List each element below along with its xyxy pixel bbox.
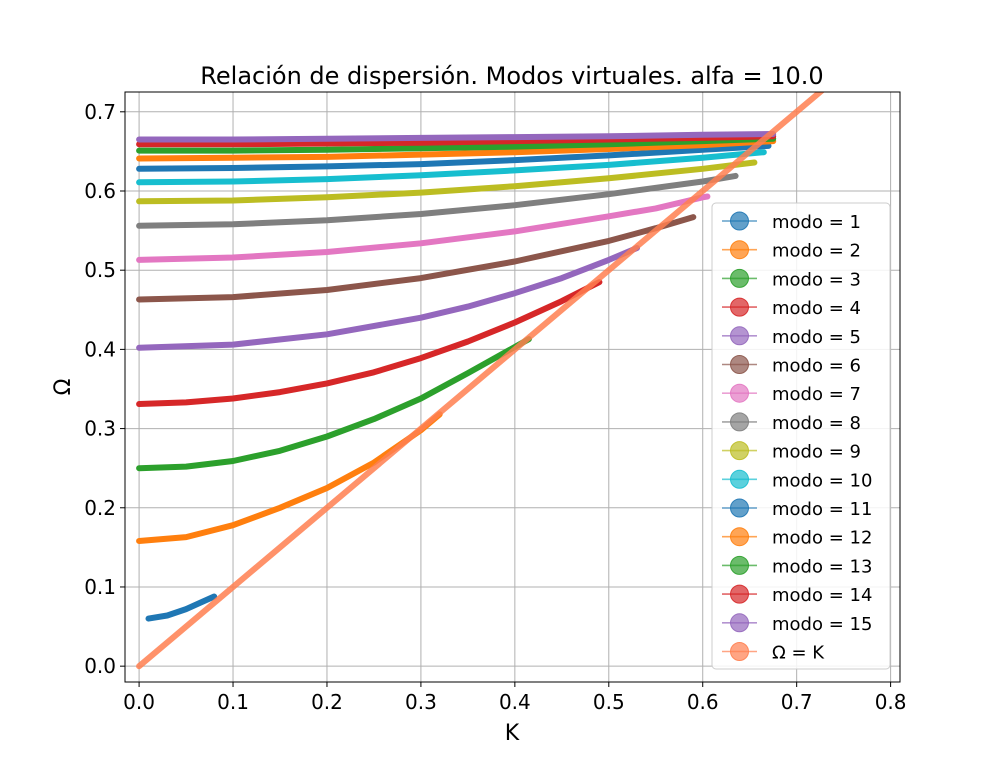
- series-line-14: [136, 133, 777, 148]
- legend-label: modo = 1: [772, 212, 861, 233]
- series-line-13: [136, 135, 777, 154]
- y-tick-label: 0.3: [84, 417, 116, 441]
- x-tick-label: 0.1: [217, 690, 249, 714]
- legend-label: modo = 11: [772, 499, 872, 520]
- legend-marker: [730, 584, 749, 604]
- series-line-1: [145, 593, 218, 622]
- legend-entry: modo = 11: [722, 498, 872, 520]
- legend-marker: [730, 613, 749, 633]
- legend-label: modo = 12: [772, 528, 872, 549]
- y-tick-label: 0.5: [84, 258, 116, 282]
- legend-entry: modo = 3: [722, 268, 861, 290]
- y-tick-label: 0.4: [84, 337, 116, 361]
- legend-marker: [730, 326, 749, 346]
- legend-entry: modo = 5: [722, 326, 861, 348]
- legend-label: modo = 3: [772, 269, 861, 290]
- x-tick-label: 0.6: [687, 690, 719, 714]
- y-tick-label: 0.1: [84, 575, 116, 599]
- legend-label: modo = 4: [772, 298, 861, 319]
- legend-label: modo = 6: [772, 356, 861, 377]
- series-line-10: [136, 149, 767, 186]
- legend-marker: [730, 412, 749, 432]
- legend-marker: [730, 383, 749, 403]
- x-tick-label: 0.8: [875, 690, 907, 714]
- chart-title: Relación de dispersión. Modos virtuales.…: [200, 62, 823, 90]
- series-line-9: [136, 159, 758, 205]
- legend-entry: modo = 4: [722, 297, 861, 319]
- legend-box: [711, 202, 891, 670]
- legend-label: modo = 8: [772, 413, 861, 434]
- legend-marker: [730, 498, 749, 518]
- x-tick-label: 0.4: [499, 690, 531, 714]
- legend-entry: modo = 6: [722, 355, 861, 377]
- legend-marker: [730, 355, 749, 374]
- legend: modo = 1 modo = 2 modo = 3 modo = 4 modo = 5…: [711, 202, 891, 670]
- legend-marker: [730, 527, 749, 547]
- legend-marker: [730, 211, 749, 231]
- series-line-8: [136, 172, 739, 229]
- series-line-11: [136, 142, 772, 172]
- y-tick-label: 0.7: [84, 100, 116, 124]
- x-tick-label: 0.2: [311, 690, 343, 714]
- legend-entry: modo = 8: [722, 412, 861, 434]
- y-tick-label: 0.6: [84, 179, 116, 203]
- legend-label: modo = 2: [772, 241, 861, 262]
- legend-entry: modo = 12: [722, 527, 872, 549]
- legend-marker: [730, 297, 749, 317]
- series-line-6: [136, 214, 697, 303]
- series-line-16: [136, 92, 825, 670]
- series-lines: [136, 92, 825, 670]
- x-tick-label: 0.3: [405, 690, 437, 714]
- legend-marker: [730, 240, 749, 260]
- series-line-15: [136, 131, 777, 143]
- legend-marker: [730, 642, 749, 661]
- y-axis-ticks: 0.0 0.1 0.2 0.3 0.4 0.5 0.6 0.7: [84, 100, 125, 678]
- legend-marker: [730, 441, 749, 461]
- legend-entry: modo = 15: [722, 613, 872, 635]
- legend-entry: modo = 1: [722, 211, 861, 233]
- legend-label: modo = 14: [772, 585, 872, 606]
- legend-entry: modo = 2: [722, 240, 861, 262]
- x-tick-label: 0.7: [781, 690, 813, 714]
- legend-entry: modo = 7: [722, 383, 861, 405]
- y-tick-label: 0.0: [84, 654, 116, 678]
- legend-marker: [730, 469, 749, 489]
- x-axis-label: K: [505, 721, 520, 746]
- legend-entry: modo = 10: [722, 469, 872, 491]
- series-line-4: [136, 279, 603, 407]
- x-axis-ticks: 0.0 0.1 0.2 0.3 0.4 0.5 0.6 0.7 0.8: [123, 682, 907, 714]
- x-tick-label: 0.0: [123, 690, 155, 714]
- legend-label: Ω = K: [772, 643, 825, 664]
- series-line-12: [136, 138, 777, 162]
- legend-entry: modo = 14: [722, 584, 872, 606]
- legend-label: modo = 9: [772, 442, 861, 463]
- legend-marker: [730, 268, 749, 288]
- legend-label: modo = 13: [772, 556, 872, 577]
- legend-entry: modo = 9: [722, 441, 861, 463]
- legend-label: modo = 7: [772, 384, 861, 405]
- y-axis-label: Ω: [51, 379, 76, 396]
- series-line-3: [136, 336, 532, 472]
- x-tick-label: 0.5: [593, 690, 625, 714]
- legend-label: modo = 15: [772, 614, 872, 635]
- legend-entry: modo = 13: [722, 555, 872, 577]
- legend-label: modo = 5: [772, 327, 861, 348]
- legend-marker: [730, 555, 749, 575]
- series-line-5: [136, 245, 640, 351]
- y-tick-label: 0.2: [84, 496, 116, 520]
- legend-entry: Ω = K: [722, 642, 825, 664]
- plot-frame: [124, 91, 901, 683]
- legend-label: modo = 10: [772, 470, 872, 491]
